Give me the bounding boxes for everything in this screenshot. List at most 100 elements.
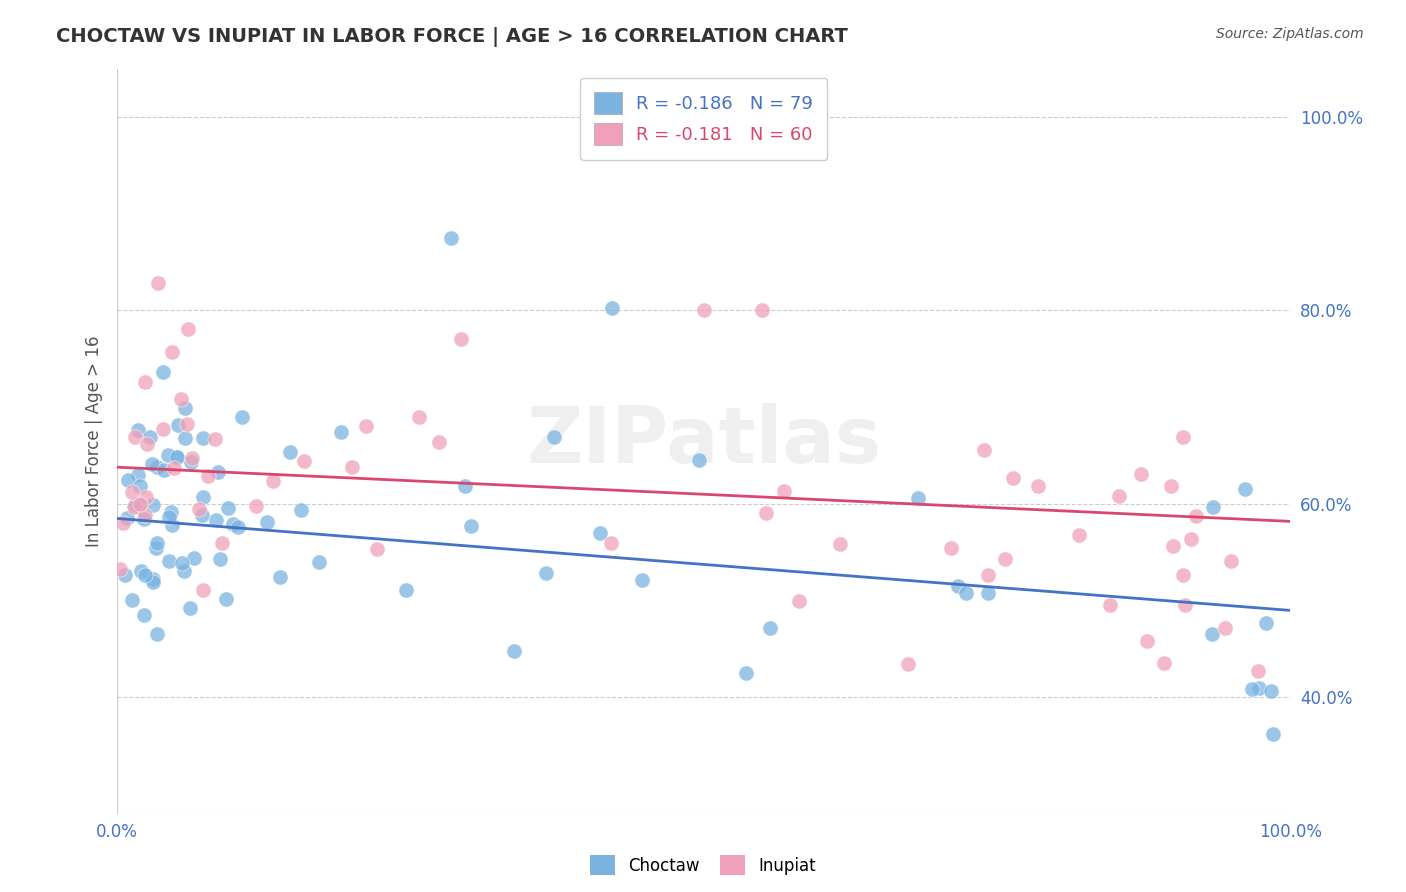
Point [197,469,219,483]
Point [503,644,526,658]
Point [977,586,1000,600]
Point [117,473,139,487]
Point [460,519,482,533]
Point [157,553,180,567]
Point [146,276,169,290]
Point [111,516,134,530]
Point [114,568,136,582]
Point [135,490,157,504]
Point [269,570,291,584]
Point [759,621,782,635]
Point [1108,489,1130,503]
Point [122,500,145,514]
Point [142,573,165,587]
Point [231,410,253,425]
Point [600,301,623,315]
Point [177,322,200,336]
Point [226,520,249,534]
Point [207,465,229,479]
Point [188,501,211,516]
Point [121,484,143,499]
Point [108,562,131,576]
Point [205,513,228,527]
Y-axis label: In Labor Force | Age > 16: In Labor Force | Age > 16 [86,335,103,547]
Point [160,345,183,359]
Point [354,419,377,434]
Point [688,452,710,467]
Point [1161,539,1184,553]
Point [215,592,238,607]
Point [1153,656,1175,670]
Point [128,496,150,510]
Point [1129,467,1152,481]
Legend: Choctaw, Inupiat: Choctaw, Inupiat [582,847,824,884]
Point [1219,554,1241,568]
Point [124,430,146,444]
Point [208,551,231,566]
Point [193,582,215,597]
Point [1160,479,1182,493]
Point [128,499,150,513]
Point [408,409,430,424]
Point [245,499,267,513]
Point [787,594,810,608]
Point [1261,727,1284,741]
Point [1026,479,1049,493]
Point [190,508,212,522]
Point [211,536,233,550]
Point [340,460,363,475]
Point [129,564,152,578]
Point [145,541,167,555]
Point [153,463,176,477]
Point [1136,634,1159,648]
Point [170,392,193,406]
Point [600,536,623,550]
Point [534,566,557,580]
Point [179,600,201,615]
Point [1241,681,1264,696]
Point [946,578,969,592]
Point [290,503,312,517]
Point [142,498,165,512]
Point [160,518,183,533]
Point [176,417,198,431]
Point [145,535,167,549]
Point [222,517,245,532]
Point [450,332,472,346]
Point [939,541,962,555]
Point [454,479,477,493]
Point [994,552,1017,566]
Point [165,450,187,464]
Point [127,423,149,437]
Point [1067,527,1090,541]
Point [828,537,851,551]
Point [166,418,188,433]
Point [1171,430,1194,444]
Point [735,665,758,680]
Point [180,455,202,469]
Point [897,657,920,672]
Text: Source: ZipAtlas.com: Source: ZipAtlas.com [1216,27,1364,41]
Point [366,541,388,556]
Point [543,430,565,444]
Point [139,430,162,444]
Point [152,365,174,379]
Point [977,568,1000,582]
Point [256,515,278,529]
Point [217,500,239,515]
Point [183,551,205,566]
Point [166,450,188,465]
Point [280,445,302,459]
Point [135,437,157,451]
Point [973,442,995,457]
Point [142,574,165,589]
Point [692,303,714,318]
Point [751,303,773,318]
Point [191,491,214,505]
Point [160,505,183,519]
Point [395,582,418,597]
Point [204,433,226,447]
Point [174,431,197,445]
Point [1213,621,1236,635]
Point [156,449,179,463]
